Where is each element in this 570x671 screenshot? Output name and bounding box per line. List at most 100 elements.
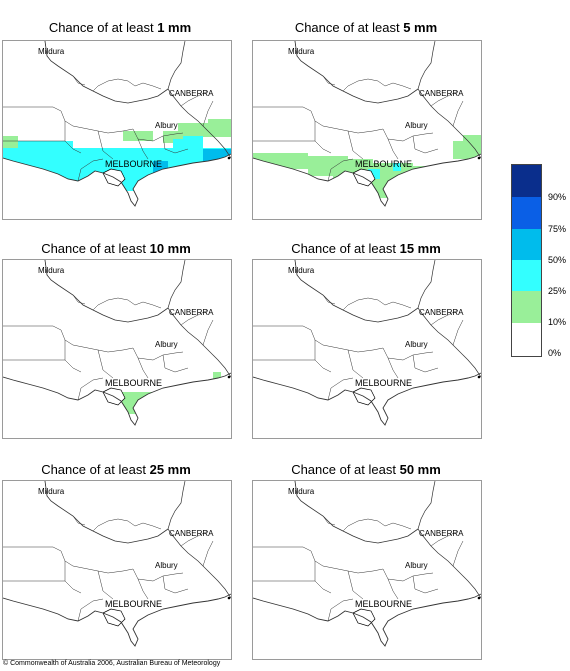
district-border — [253, 546, 316, 562]
coast-point — [227, 375, 231, 379]
district-border — [342, 518, 394, 532]
act-border — [417, 260, 436, 309]
panel-title: Chance of at least 1 mm — [48, 20, 192, 35]
district-border — [452, 319, 464, 346]
district-border — [392, 301, 412, 309]
district-border — [342, 78, 394, 92]
coast-point — [227, 156, 231, 160]
district-border — [322, 515, 336, 526]
murray-river-border — [294, 41, 419, 104]
district-border — [452, 540, 464, 567]
sea-area — [253, 154, 481, 219]
coastline — [253, 153, 481, 207]
district-border — [92, 518, 144, 532]
probability-cell — [173, 139, 188, 149]
district-border — [92, 78, 144, 92]
district-border — [77, 377, 104, 401]
city-label-albury: Albury — [405, 561, 428, 570]
legend-swatch-0 — [512, 323, 541, 356]
panel-title: Chance of at least 15 mm — [291, 241, 441, 256]
district-border — [3, 325, 66, 341]
sea-area — [3, 373, 231, 438]
district-border — [294, 481, 302, 502]
probability-cell — [213, 372, 221, 380]
district-border — [412, 354, 439, 373]
district-border — [180, 90, 209, 107]
district-border — [137, 357, 149, 379]
district-border — [162, 135, 189, 154]
copyright-notice: © Commonwealth of Australia 2006, Austra… — [3, 660, 221, 667]
sea-area — [253, 594, 481, 659]
city-label-canberra: CANBERRA — [419, 89, 464, 98]
district-border — [72, 75, 86, 86]
district-border — [412, 575, 439, 594]
district-border — [72, 515, 86, 526]
district-border — [382, 568, 434, 582]
district-border — [430, 530, 459, 547]
legend-label-50: 50% — [548, 255, 567, 265]
district-border — [64, 121, 82, 154]
district-border — [180, 530, 209, 547]
coastline — [3, 593, 231, 647]
panel-title: Chance of at least 5 mm — [294, 20, 438, 35]
district-border — [64, 339, 134, 353]
district-border — [64, 560, 134, 574]
state-border — [167, 528, 231, 599]
city-label-melbourne: MELBOURNE — [105, 159, 163, 169]
panel-title: Chance of at least 10 mm — [41, 241, 191, 256]
district-border — [314, 339, 384, 353]
city-label-albury: Albury — [405, 121, 428, 130]
district-border — [327, 158, 354, 182]
city-label-albury: Albury — [155, 561, 178, 570]
probability-cell — [463, 135, 481, 145]
probability-cell — [368, 169, 380, 179]
district-border — [162, 575, 189, 594]
murray-river-border — [294, 260, 419, 323]
state-border — [417, 88, 481, 159]
probability-cell — [183, 136, 203, 149]
district-border — [92, 297, 144, 311]
coast-point — [477, 156, 481, 160]
coast-point — [477, 375, 481, 379]
district-border — [97, 570, 114, 600]
city-label-melbourne: MELBOURNE — [105, 599, 163, 609]
murray-river-border — [44, 260, 169, 323]
legend-label-25: 25% — [548, 286, 567, 296]
coastline — [253, 593, 481, 647]
district-border — [327, 377, 354, 401]
district-border — [314, 340, 332, 373]
district-border — [382, 347, 434, 361]
district-border — [142, 82, 162, 90]
district-border — [202, 540, 214, 567]
district-border — [342, 297, 394, 311]
state-border — [417, 307, 481, 378]
coastline — [3, 153, 231, 207]
city-label-melbourne: MELBOURNE — [105, 378, 163, 388]
district-border — [64, 561, 82, 594]
probability-cell — [393, 163, 401, 171]
city-label-melbourne: MELBOURNE — [355, 378, 413, 388]
district-border — [314, 560, 384, 574]
victoria-map: Mildura CANBERRA Albury MELBOURNE — [2, 259, 232, 439]
district-border — [77, 158, 104, 182]
sea-area — [253, 373, 481, 438]
map-drawing — [3, 41, 231, 219]
district-border — [294, 41, 302, 62]
city-label-canberra: CANBERRA — [419, 308, 464, 317]
act-border — [167, 481, 186, 530]
district-border — [327, 598, 354, 622]
district-border — [387, 578, 399, 600]
city-label-canberra: CANBERRA — [169, 89, 214, 98]
coastline — [3, 372, 231, 426]
state-border — [167, 307, 231, 378]
probability-cell — [123, 131, 153, 141]
city-label-mildura: Mildura — [38, 47, 65, 56]
district-border — [132, 128, 184, 142]
district-border — [387, 357, 399, 379]
probability-cell — [453, 141, 481, 159]
victoria-map: Mildura CANBERRA Albury MELBOURNE — [2, 40, 232, 220]
probability-cell — [208, 119, 231, 129]
district-border — [294, 260, 302, 281]
legend-swatch-50 — [512, 229, 541, 260]
district-border — [253, 325, 316, 341]
